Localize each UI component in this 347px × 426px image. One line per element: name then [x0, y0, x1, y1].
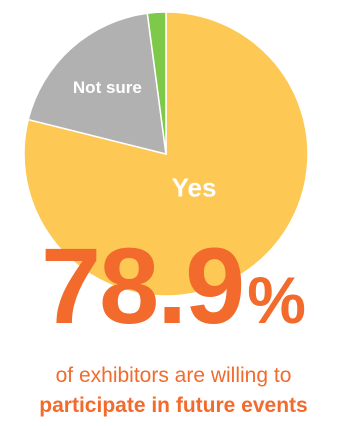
headline-percent-sign: %: [247, 263, 306, 337]
caption-line-1: of exhibitors are willing to: [55, 364, 292, 387]
headline-stat: 78.9%: [0, 232, 347, 340]
pie-slice-unlabeled: [146, 11, 167, 155]
caption-line-2: participate in future events: [39, 394, 308, 417]
pie-slice-not-sure: [27, 12, 167, 155]
headline-number: 78.9: [41, 225, 245, 346]
pie-chart: Yes Not sure: [23, 11, 309, 297]
pie-label-not-sure: Not sure: [73, 78, 142, 97]
pie-label-yes: Yes: [172, 173, 217, 203]
